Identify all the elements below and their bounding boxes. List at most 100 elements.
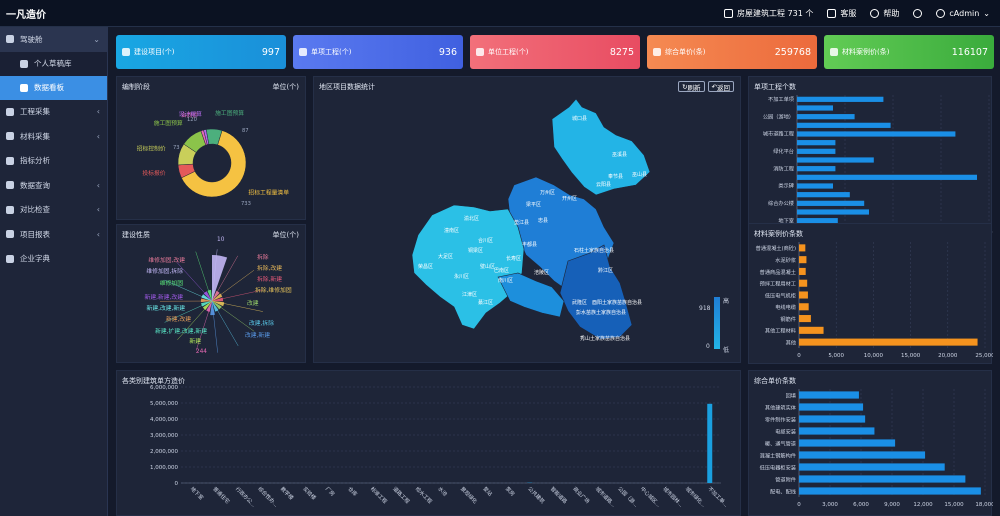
map-region-label[interactable]: 奉节县 [608,174,624,180]
map-region-label[interactable]: 南川区 [498,278,514,284]
map-region-label[interactable]: 彭水苗族土家族自治县 [576,310,627,316]
map-region-southeast[interactable] [559,244,633,340]
sidebar-item-label: 项目报表 [20,229,50,239]
map-region-label[interactable]: 石柱土家族自治县 [574,248,615,254]
map-region-label[interactable]: 璧山区 [480,264,496,270]
donut-slice-label: 设计概算 [179,110,202,118]
map-region-label[interactable]: 秀山土家族苗族自治县 [580,336,631,342]
map-region-label[interactable]: 涪陵区 [534,270,550,276]
sidebar-item-index-analysis[interactable]: 指标分析 [0,149,107,174]
map-region-label[interactable]: 梁平区 [526,202,542,208]
bar [797,157,874,163]
sidebar-item-data-query[interactable]: 数据查询 ‹ [0,173,107,198]
map-region-label[interactable]: 巫山县 [632,172,648,178]
kpi-card-projects[interactable]: 建设项目(个) 997 [116,35,286,69]
map-region-label[interactable]: 铜梁区 [468,248,484,254]
map-region-west[interactable] [411,204,525,330]
sidebar-item-cockpit[interactable]: 驾驶舱 ⌄ [0,27,107,52]
map-region-label[interactable]: 巫溪县 [612,152,628,158]
help-button[interactable]: 帮助 [870,8,899,19]
kpi-value: 936 [438,46,457,58]
edit-icon [20,59,28,68]
rose-label: 新建,改建 [166,315,191,323]
bar [797,192,850,198]
map-region-label[interactable]: 潼南区 [444,228,460,234]
notification-button[interactable] [913,8,923,18]
sidebar-subitem-label: 个人草稿库 [34,59,72,68]
bar [797,148,836,154]
y-tick-label: 1,000,000 [150,465,178,471]
kpi-card-single-projects[interactable]: 单项工程(个) 936 [293,35,463,69]
kpi-value: 116107 [951,46,988,58]
map-region-label[interactable]: 合川区 [478,238,494,244]
bar-chart-icon [653,48,661,56]
rose-leader-line [164,279,213,302]
sidebar-item-label: 指标分析 [20,156,50,166]
y-tick-label: 其他工程材料 [765,327,796,335]
kpi-label-text: 单项工程(个) [311,48,352,56]
kpi-card-composite-price[interactable]: 综合单价(条) 259768 [647,35,817,69]
x-tick-label: 标准工程 [369,485,389,505]
map-region-label[interactable]: 江津区 [462,292,478,298]
map-region-label[interactable]: 开州区 [562,196,578,202]
sidebar-item-material-collect[interactable]: 材料采集 ‹ [0,124,107,149]
map-region-south[interactable] [497,272,565,318]
panel-unit-cost: 各类别建筑单方造价 0 1,000,000 2,000,000 3,000,000 4,… [116,370,741,516]
back-button[interactable]: ↶ 返回 [707,81,734,92]
panel-nature: 建设性质 单位(个) 10 拆除 拆除,改建 拆除,新建 拆除,维修加固 改建 改建,拆除改… [116,224,306,363]
sidebar: 驾驶舱 ⌄ 个人草稿库 数据看板 工程采集 ‹ 材料采集 ‹ 指标分析 数据查询… [0,27,108,516]
map-region-label[interactable]: 永川区 [454,274,470,280]
map-region-label[interactable]: 黔江区 [598,268,614,274]
map-region-label[interactable]: 丰都县 [522,242,538,248]
map-region-label[interactable]: 垫江县 [514,220,530,226]
rose-label: 10 [217,237,225,243]
rose-leader-line [211,300,263,312]
sidebar-item-report[interactable]: 项目报表 ‹ [0,222,107,247]
map-region-label[interactable]: 綦江区 [478,300,494,306]
kpi-label: 单位工程(个) [476,47,528,57]
bar [799,338,978,346]
kpi-card-material-price[interactable]: 材料案例价(条) 116107 [824,35,994,69]
kpi-card-unit-projects[interactable]: 单位工程(个) 8275 [470,35,640,69]
map-region-northeast[interactable] [551,98,651,196]
project-count-button[interactable]: 房屋建筑工程 731 个 [724,8,813,19]
region-map[interactable] [314,77,742,364]
y-tick-label: 低压电器柜安装 [760,463,796,471]
map-region-label[interactable]: 长寿区 [506,256,522,262]
donut-slice-label: 施工图预算 [154,119,183,127]
rose-leader-line [211,289,263,302]
sidebar-subitem-drafts[interactable]: 个人草稿库 [0,51,107,76]
bar [799,427,875,435]
chevron-down-icon: ⌄ [983,8,990,18]
map-region-label[interactable]: 荣昌区 [418,264,434,270]
map-region-label[interactable]: 巴南区 [494,268,510,274]
legend-high: 高 [723,298,730,305]
map-region-label[interactable]: 城口县 [572,116,588,122]
refresh-button[interactable]: ↻ 刷新 [678,81,705,92]
service-button[interactable]: 客服 [827,8,856,19]
map-region-label[interactable]: 渝北区 [464,216,480,222]
map-region-label[interactable]: 云阳县 [596,182,612,188]
map-region-label[interactable]: 万州区 [540,190,556,196]
app-title[interactable]: 一凡造价 [6,9,46,21]
sidebar-item-compare[interactable]: 对比检查 ‹ [0,198,107,223]
y-tick-label: 水泥砂浆 [775,256,796,264]
x-tick-label: 0 [797,353,801,359]
y-tick-label: 低压电气机柜 [765,291,796,299]
map-region-label[interactable]: 酉阳土家族苗族自治县 [592,300,643,306]
map-color-scale [714,297,720,349]
panel-unit: 单位(个) [272,83,299,91]
cube-icon [724,8,734,18]
map-region-label[interactable]: 武隆区 [572,300,588,306]
user-menu[interactable]: cAdmin ⌄ [936,8,990,18]
sidebar-item-dictionary[interactable]: 企业字典 [0,247,107,272]
sidebar-item-project-collect[interactable]: 工程采集 ‹ [0,100,107,125]
sidebar-subitem-dashboard[interactable]: 数据看板 [0,75,107,100]
rose-slice [212,255,228,301]
sidebar-subitem-label: 数据看板 [34,83,64,92]
chevron-left-icon: ‹ [96,131,100,141]
map-region-label[interactable]: 大足区 [438,254,454,260]
x-tick-label: 5,000 [828,353,844,359]
map-region-label[interactable]: 忠县 [538,218,549,224]
